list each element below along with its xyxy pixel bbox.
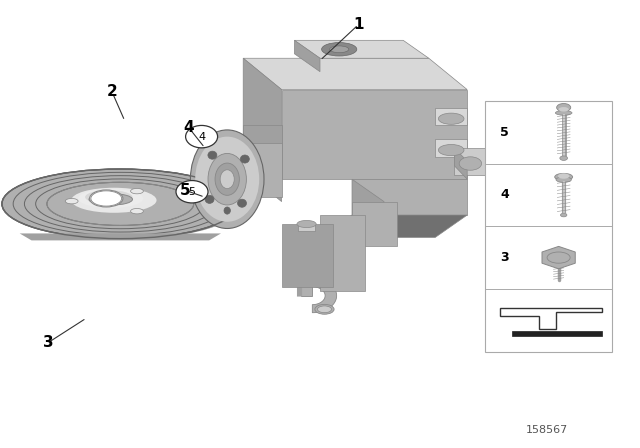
Ellipse shape	[561, 213, 567, 217]
Ellipse shape	[559, 107, 569, 112]
Ellipse shape	[237, 199, 246, 207]
Polygon shape	[500, 308, 602, 329]
Ellipse shape	[560, 156, 568, 160]
Ellipse shape	[91, 191, 122, 206]
Polygon shape	[513, 331, 602, 336]
Ellipse shape	[2, 169, 239, 239]
Text: 5: 5	[500, 125, 509, 139]
Ellipse shape	[65, 198, 78, 204]
Ellipse shape	[78, 189, 143, 208]
Ellipse shape	[90, 190, 123, 207]
Ellipse shape	[208, 151, 217, 159]
Polygon shape	[294, 40, 429, 58]
Ellipse shape	[5, 170, 241, 239]
Ellipse shape	[220, 170, 234, 189]
Circle shape	[186, 125, 218, 148]
Ellipse shape	[4, 169, 240, 239]
Polygon shape	[236, 198, 246, 214]
Ellipse shape	[315, 304, 334, 314]
Text: 1: 1	[353, 17, 364, 32]
Ellipse shape	[330, 46, 349, 52]
Text: 158567: 158567	[526, 425, 568, 435]
Ellipse shape	[208, 153, 246, 205]
Text: 3: 3	[43, 335, 53, 350]
Ellipse shape	[195, 137, 259, 222]
Ellipse shape	[131, 208, 143, 214]
Ellipse shape	[224, 207, 230, 214]
Ellipse shape	[89, 194, 132, 205]
Circle shape	[176, 181, 208, 203]
Text: 3: 3	[500, 251, 509, 264]
Polygon shape	[301, 233, 312, 296]
Polygon shape	[352, 202, 397, 246]
Polygon shape	[243, 125, 282, 179]
Ellipse shape	[6, 170, 241, 239]
Ellipse shape	[2, 169, 239, 239]
Ellipse shape	[322, 43, 357, 56]
Text: 4: 4	[198, 132, 205, 142]
FancyBboxPatch shape	[485, 101, 612, 352]
Polygon shape	[243, 58, 282, 179]
Polygon shape	[298, 224, 315, 231]
Polygon shape	[243, 58, 467, 90]
Text: 4: 4	[500, 188, 509, 202]
Text: 2: 2	[107, 84, 117, 99]
Ellipse shape	[85, 190, 132, 204]
Ellipse shape	[131, 189, 143, 194]
Text: 5: 5	[180, 183, 191, 198]
Polygon shape	[454, 148, 486, 175]
Text: 5: 5	[189, 187, 195, 197]
Text: 4: 4	[184, 120, 194, 135]
Polygon shape	[297, 234, 302, 297]
Polygon shape	[243, 148, 282, 202]
Polygon shape	[542, 246, 575, 269]
Polygon shape	[282, 90, 467, 179]
Polygon shape	[20, 233, 221, 241]
Ellipse shape	[438, 113, 464, 125]
Polygon shape	[454, 148, 467, 179]
Polygon shape	[294, 40, 320, 72]
Ellipse shape	[555, 173, 573, 181]
Ellipse shape	[438, 144, 464, 155]
Ellipse shape	[191, 130, 264, 228]
Ellipse shape	[205, 195, 214, 203]
Polygon shape	[435, 139, 467, 157]
Ellipse shape	[556, 177, 572, 182]
Ellipse shape	[3, 169, 239, 239]
Ellipse shape	[460, 157, 481, 170]
Polygon shape	[320, 215, 467, 237]
Polygon shape	[205, 143, 282, 197]
Polygon shape	[320, 215, 365, 291]
Ellipse shape	[297, 220, 316, 228]
Ellipse shape	[71, 188, 157, 213]
Polygon shape	[282, 224, 333, 287]
Ellipse shape	[317, 306, 332, 313]
Polygon shape	[435, 108, 467, 125]
Ellipse shape	[215, 163, 239, 195]
Ellipse shape	[241, 155, 250, 163]
Ellipse shape	[557, 103, 571, 112]
Ellipse shape	[558, 173, 570, 179]
Polygon shape	[352, 179, 467, 215]
Polygon shape	[312, 279, 337, 313]
Polygon shape	[352, 179, 384, 237]
Ellipse shape	[556, 111, 572, 115]
